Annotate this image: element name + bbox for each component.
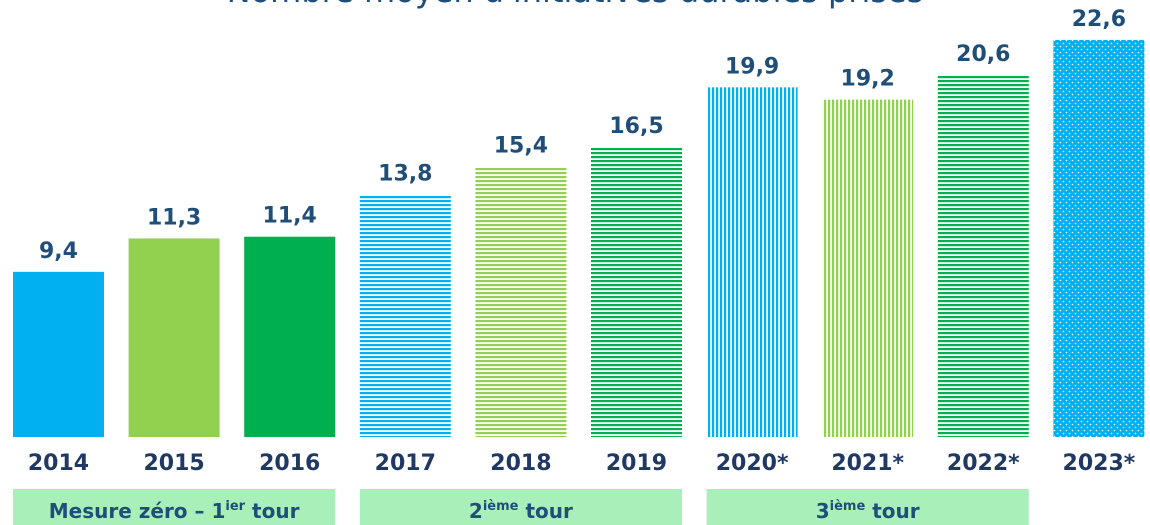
bar: [937, 75, 1029, 438]
group-label-part: ier: [225, 499, 245, 514]
bar: [822, 99, 914, 437]
group-label-part: Mesure zéro – 1: [49, 499, 226, 523]
bar: [591, 147, 682, 437]
group-label: Mesure zéro – 1ier tour: [49, 499, 300, 523]
group-label: 2ième tour: [469, 499, 573, 523]
value-label: 15,4: [494, 133, 548, 158]
x-tick-label: 2021*: [831, 451, 904, 476]
chart-title: Nombre moyen d'initiatives durables pris…: [227, 0, 924, 10]
group-box: [13, 489, 336, 525]
group-label-part: 3: [816, 499, 830, 523]
group-box: [706, 489, 1029, 525]
bar: [244, 236, 336, 437]
value-label: 20,6: [956, 42, 1010, 67]
group-label-part: ième: [830, 499, 866, 514]
value-label: 11,3: [147, 205, 201, 230]
value-label: 9,4: [39, 239, 78, 264]
bar: [13, 271, 104, 437]
value-label: 13,8: [378, 162, 432, 187]
group-label-part: ième: [483, 499, 519, 514]
x-tick-label: 2020*: [716, 451, 789, 476]
x-tick-label: 2019: [606, 451, 667, 476]
group-label: 3ième tour: [816, 499, 920, 523]
bar: [475, 166, 567, 437]
value-label: 16,5: [609, 114, 663, 139]
x-tick-label: 2017: [375, 451, 436, 476]
bar: [1053, 39, 1145, 437]
x-tick-label: 2018: [490, 451, 551, 476]
group-label-part: tour: [865, 499, 920, 523]
x-tick-label: 2022*: [947, 451, 1020, 476]
bar: [359, 194, 451, 437]
value-label: 11,4: [263, 204, 317, 229]
x-tick-label: 2016: [259, 451, 320, 476]
group-label-part: 2: [469, 499, 483, 523]
x-tick-label: 2015: [143, 451, 204, 476]
group-label-part: tour: [245, 499, 300, 523]
group-label-part: tour: [518, 499, 573, 523]
bar: [128, 238, 220, 437]
value-label: 19,2: [841, 67, 895, 92]
x-tick-label: 2023*: [1063, 451, 1136, 476]
group-box: [359, 489, 682, 525]
value-label: 19,9: [725, 54, 779, 79]
value-label: 22,6: [1072, 7, 1126, 32]
bar: [706, 87, 798, 438]
x-tick-label: 2014: [28, 451, 89, 476]
